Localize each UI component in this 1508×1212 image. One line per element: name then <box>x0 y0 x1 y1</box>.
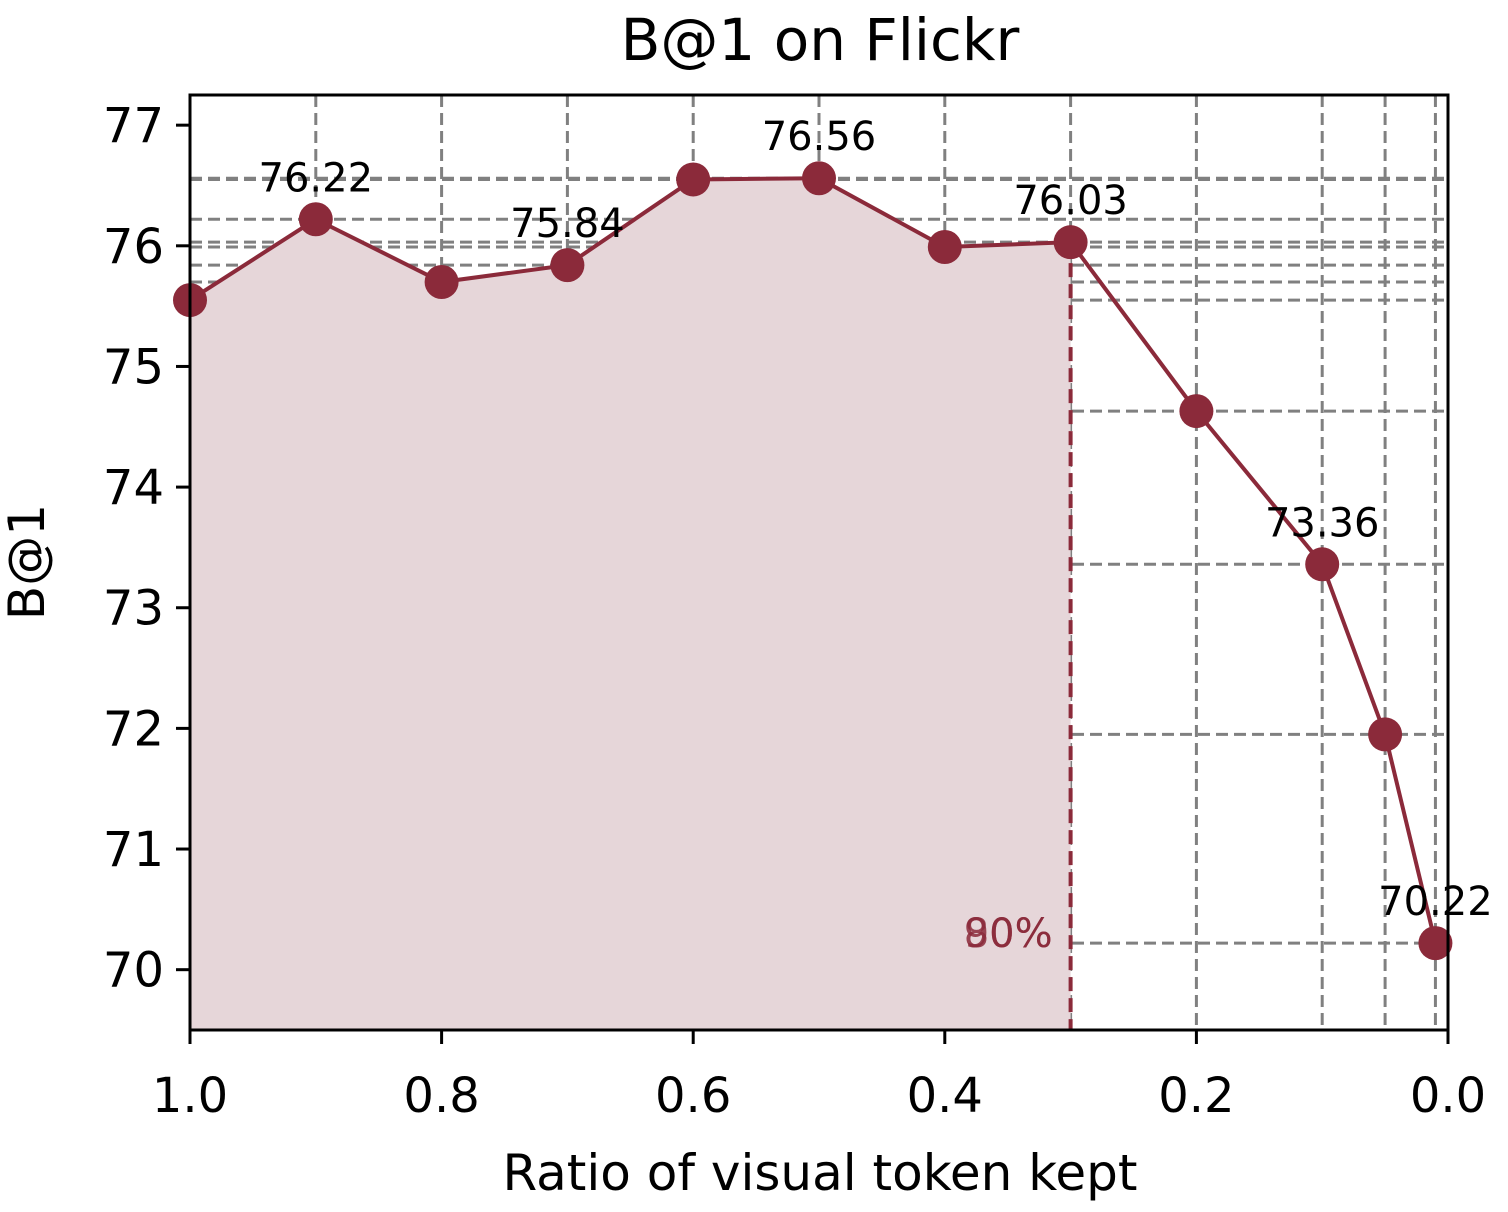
data-point <box>1305 547 1340 582</box>
data-label: 76.22 <box>259 155 374 201</box>
y-axis: 70 71 72 73 74 75 76 77 <box>103 98 190 999</box>
threshold-label: 80% <box>964 911 1053 957</box>
data-point <box>550 248 585 283</box>
data-label: 73.36 <box>1265 500 1380 546</box>
data-point <box>1053 225 1088 260</box>
fill-area <box>190 178 1071 1030</box>
x-tick-label: 0.0 <box>1410 1068 1486 1124</box>
threshold-marker: 90%80% <box>964 242 1073 1030</box>
y-tick-label: 71 <box>103 822 164 878</box>
x-tick-label: 1.0 <box>152 1068 228 1124</box>
y-axis-label: B@1 <box>0 504 56 620</box>
data-label: 76.03 <box>1013 178 1128 224</box>
data-label: 76.56 <box>762 114 877 160</box>
y-tick-label: 72 <box>103 701 164 757</box>
series <box>173 161 1453 961</box>
x-axis: 1.0 0.8 0.6 0.4 0.2 0.0 <box>152 1030 1486 1124</box>
x-tick-label: 0.4 <box>907 1068 983 1124</box>
y-tick-label: 75 <box>103 339 164 395</box>
y-tick-label: 74 <box>103 460 164 516</box>
x-axis-label: Ratio of visual token kept <box>503 1144 1138 1202</box>
data-point <box>1179 394 1214 429</box>
data-point <box>676 162 711 197</box>
x-tick-label: 0.2 <box>1158 1068 1234 1124</box>
y-tick-label: 77 <box>103 98 164 154</box>
y-tick-label: 76 <box>103 219 164 275</box>
y-tick-label: 70 <box>103 943 164 999</box>
plot-frame <box>188 93 1450 1032</box>
data-point <box>927 230 962 265</box>
data-point <box>1368 717 1403 752</box>
series-line <box>188 176 1438 944</box>
y-tick-label: 73 <box>103 581 164 637</box>
x-tick-label: 0.6 <box>655 1068 731 1124</box>
data-label: 75.84 <box>510 201 625 247</box>
data-labels: 76.22 75.84 76.56 76.03 73.36 70.22 <box>259 114 1493 925</box>
data-point <box>424 265 459 299</box>
threshold-label: 90% <box>964 911 1053 957</box>
data-point <box>298 202 333 237</box>
shaded-area <box>190 178 1071 1030</box>
data-point <box>1418 926 1453 961</box>
data-label: 70.22 <box>1378 879 1493 925</box>
chart-title: B@1 on Flickr <box>621 6 1020 74</box>
data-point <box>802 161 836 196</box>
x-tick-label: 0.8 <box>403 1068 479 1124</box>
